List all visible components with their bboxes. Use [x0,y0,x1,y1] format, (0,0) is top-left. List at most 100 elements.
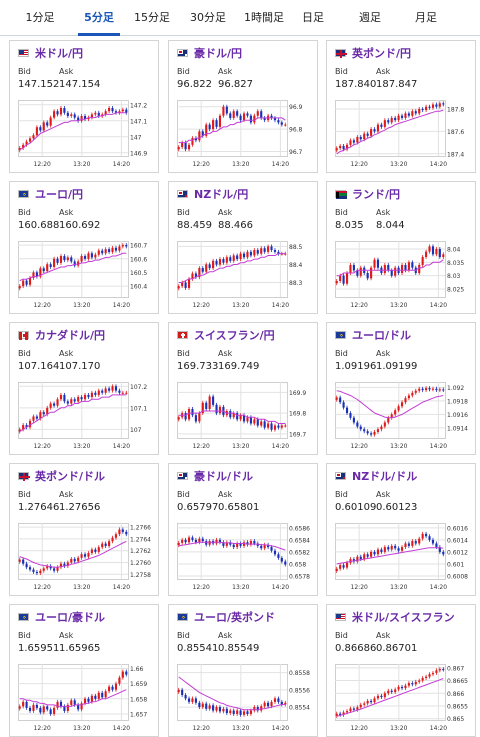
price-chart[interactable]: 187.8 187.6 187.4 12:20 13:20 14:20 [335,98,469,168]
y-tick-label: 0.658 [289,561,306,568]
candle-body [383,547,386,552]
pair-link[interactable]: ランド/円 [335,187,400,201]
candle-body [390,117,393,123]
rate-card[interactable]: 英ポンド/円 Bid Ask 187.840 187.847 187.8 187.6 187.… [326,40,476,173]
rate-card[interactable]: スイスフラン/円 Bid Ask 169.733 169.749 169.9 169.8 16… [168,322,318,455]
tab-4[interactable]: 1時間足 [244,11,284,24]
pair-link[interactable]: ユーロ/豪ドル [18,610,105,624]
candle-body [404,265,407,271]
candle-body [435,670,438,673]
price-chart[interactable]: 8.04 8.035 8.03 8.025 12:20 13:20 14:20 [335,239,469,309]
x-tick-label: 14:20 [272,161,289,168]
rate-card[interactable]: 豪ドル/円 Bid Ask 96.822 96.827 96.9 96.8 96.7 12:20… [168,40,318,173]
candle-body [177,417,180,420]
pair-link[interactable]: 豪ドル/円 [177,46,242,60]
pair-link[interactable]: 豪ドル/ドル [177,469,253,483]
rate-card[interactable]: ユーロ/豪ドル Bid Ask 1.65951 1.65965 1.66 1.659 1.65… [9,604,159,737]
rate-card[interactable]: ユーロ/英ポンド Bid Ask 0.85541 0.85549 0.8558 0.8556… [168,604,318,737]
pair-link[interactable]: カナダドル/円 [18,328,105,342]
pair-link[interactable]: 英ポンド/ドル [18,469,105,483]
price-chart[interactable]: 0.6586 0.6584 0.6582 0.658 0.6578 12:20 13:20 1… [177,521,311,591]
price-chart[interactable]: 1.2766 1.2764 1.2762 1.2760 1.2758 12:20 13:20… [18,521,152,591]
candle-body [101,390,104,393]
candle-body [253,115,256,123]
candle-body [87,698,90,702]
candle-body [263,421,266,428]
y-tick-label: 160.6 [130,256,147,263]
price-chart[interactable]: 169.9 169.8 169.7 12:20 13:20 14:20 [177,380,311,450]
pair-link[interactable]: ユーロ/円 [18,187,83,201]
pair-name: スイスフラン/円 [194,329,275,342]
candle-body [339,565,342,569]
candle-body [39,268,42,277]
bid-value: 1.27646 [18,502,60,513]
price-chart[interactable]: 88.5 88.4 88.3 12:20 13:20 14:20 [177,239,311,309]
y-tick-label: 1.2760 [130,560,151,567]
candle-body [66,112,69,116]
rate-card[interactable]: ユーロ/ドル Bid Ask 1.09196 1.09199 1.092 1.0918 1.0… [326,322,476,455]
candle-body [177,542,180,546]
rate-card[interactable]: 米ドル/スイスフラン Bid Ask 0.86686 0.86701 0.867 0.866… [326,604,476,737]
candle-body [177,286,180,289]
rate-card[interactable]: ユーロ/円 Bid Ask 160.688 160.692 160.7 160.6 160.5… [9,181,159,314]
candle-body [267,702,270,707]
price-chart[interactable]: 107.2 107.1 107 12:20 13:20 14:20 [18,380,152,450]
y-tick-label: 107 [130,427,142,434]
pair-link[interactable]: NZドル/ドル [335,469,417,483]
candle-body [83,394,87,400]
candle-body [249,251,252,256]
y-tick-label: 88.4 [289,262,303,269]
candle-body [239,115,242,121]
candle-body [236,111,239,116]
pair-link[interactable]: 米ドル/円 [18,46,83,60]
rate-card[interactable]: ランド/円 Bid Ask 8.035 8.044 8.04 8.035 8.03 8.025 1… [326,181,476,314]
candle-body [18,559,21,562]
candle-body [277,698,280,702]
rate-card[interactable]: NZドル/ドル Bid Ask 0.60109 0.60123 0.6016 0.6014 0… [326,463,476,596]
rate-card[interactable]: 英ポンド/ドル Bid Ask 1.27646 1.27656 1.2766 1.2764 1… [9,463,159,596]
pair-link[interactable]: 米ドル/スイスフラン [335,610,455,624]
candle-body [267,246,270,252]
price-chart[interactable]: 0.6016 0.6014 0.6012 0.601 0.6008 12:20 13:20 1… [335,521,469,591]
price-chart[interactable]: 1.092 1.0918 1.0916 1.0914 12:20 13:20 14:20 [335,380,469,450]
y-tick-label: 0.6014 [447,537,468,544]
pair-link[interactable]: スイスフラン/円 [177,328,275,342]
flag-part [336,191,347,194]
x-tick-label: 13:20 [232,584,249,591]
y-tick-label: 1.2758 [130,572,151,579]
tab-1[interactable]: 5分足 [78,0,120,36]
price-chart[interactable]: 1.66 1.659 1.658 1.657 12:20 13:20 14:20 [18,662,152,732]
tab-2[interactable]: 15分足 [134,11,170,24]
pair-name: 英ポンド/円 [352,47,412,60]
price-chart[interactable]: 0.8558 0.8556 0.8554 12:20 13:20 14:20 [177,662,311,732]
y-tick-label: 1.659 [130,681,147,688]
pair-link[interactable]: ユーロ/英ポンド [177,610,275,624]
moving-average-line [336,390,444,419]
rate-card[interactable]: 米ドル/円 Bid Ask 147.152 147.154 147.2 147.1 147 14… [9,40,159,173]
candle-body [87,394,90,398]
candle-body [342,565,345,568]
rate-card[interactable]: カナダドル/円 Bid Ask 107.164 107.170 107.2 107.1 107… [9,322,159,455]
price-chart[interactable]: 160.7 160.6 160.5 160.4 12:20 13:20 14:20 [18,239,152,309]
candle-body [22,144,25,148]
price-chart-svg: 0.6586 0.6584 0.6582 0.658 0.6578 12:20 13:20 1… [177,523,310,591]
tab-0[interactable]: 1分足 [25,11,55,24]
pair-link[interactable]: NZドル/円 [177,187,248,201]
y-tick-label: 147.2 [130,102,147,109]
tab-3[interactable]: 30分足 [190,11,226,24]
tab-6[interactable]: 週足 [359,11,381,24]
tab-7[interactable]: 月足 [415,11,437,24]
price-chart[interactable]: 147.2 147.1 147 146.9 12:20 13:20 14:20 [18,98,152,168]
x-tick-label: 13:20 [232,725,249,732]
candle-body [215,707,218,711]
pair-link[interactable]: ユーロ/ドル [335,328,411,342]
rate-card[interactable]: NZドル/円 Bid Ask 88.459 88.466 88.5 88.4 88.3 12:2… [168,181,318,314]
y-tick-label: 187.4 [447,151,464,158]
price-chart[interactable]: 0.867 0.8665 0.866 0.8655 0.865 12:20 13:20 14:… [335,662,469,732]
price-chart[interactable]: 96.9 96.8 96.7 12:20 13:20 14:20 [177,98,311,168]
pair-link[interactable]: 英ポンド/円 [335,46,411,60]
rate-card[interactable]: 豪ドル/ドル Bid Ask 0.65797 0.65801 0.6586 0.6584 0.… [168,463,318,596]
ask-label: Ask [376,208,391,217]
tab-5[interactable]: 日足 [302,11,324,24]
candle-body [218,707,222,712]
